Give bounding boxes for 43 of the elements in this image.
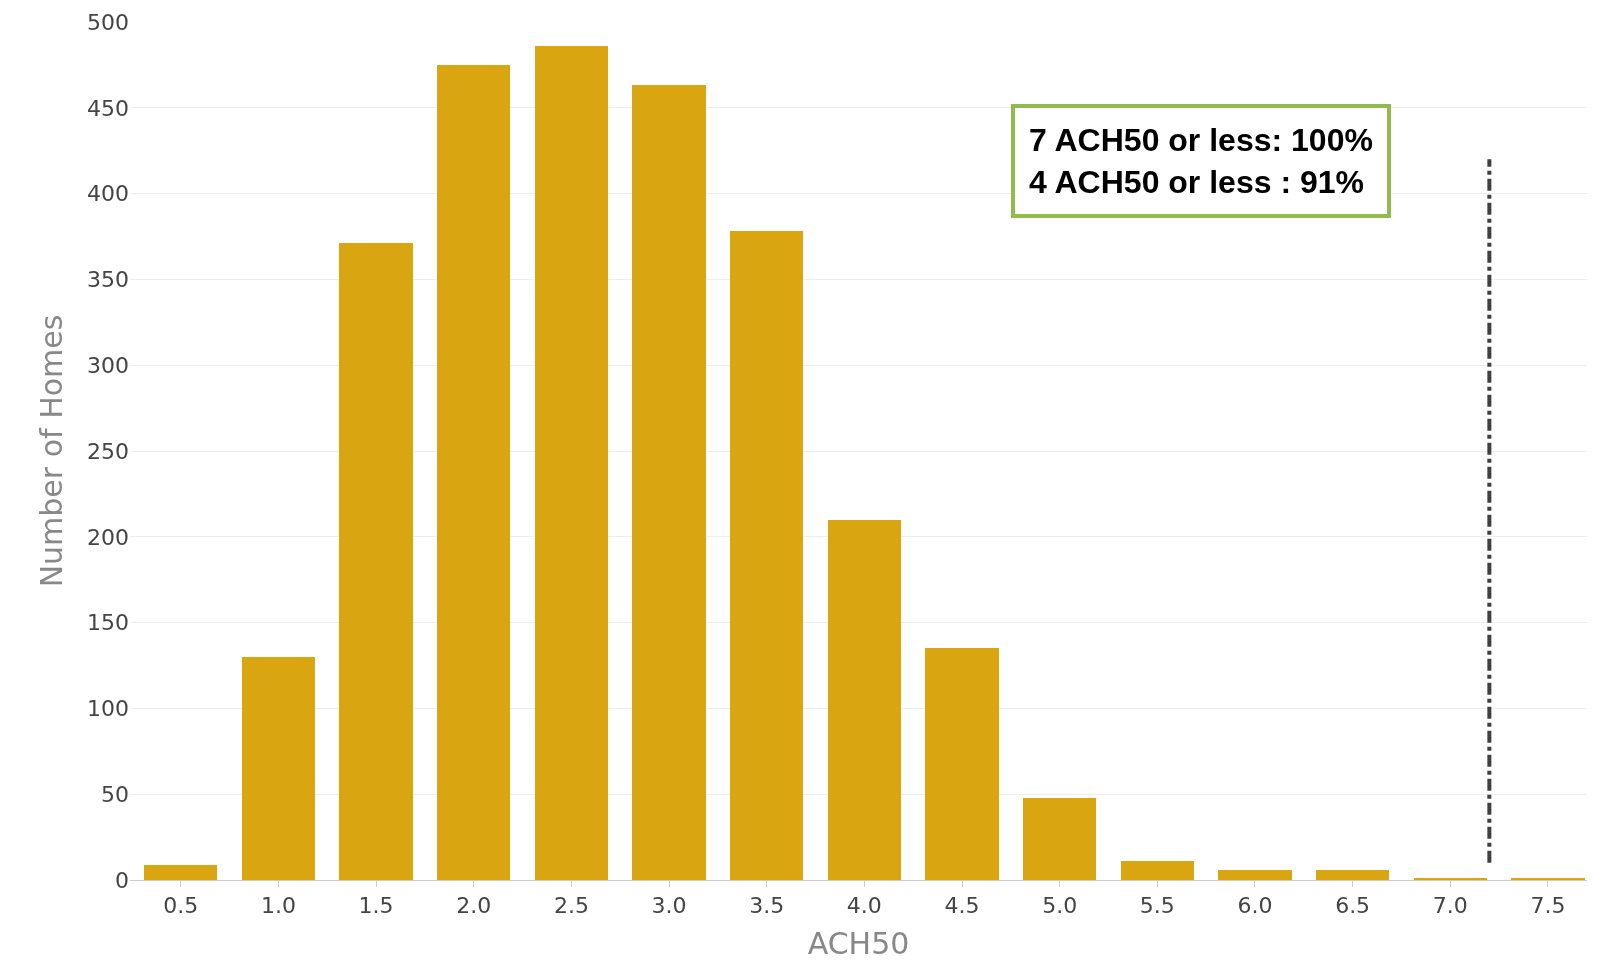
y-tick-label: 200	[87, 524, 129, 550]
x-tick-label: 4.5	[944, 893, 980, 919]
bar	[437, 65, 510, 880]
bar	[1316, 870, 1389, 880]
y-axis-title: Number of Homes	[34, 314, 69, 588]
x-tick-label: 3.5	[749, 893, 785, 919]
bar	[1121, 861, 1194, 880]
x-tick-label: 4.0	[846, 893, 882, 919]
annotation: 4 ACH50 or less : 91%	[1029, 163, 1364, 200]
x-tick-label: 1.5	[358, 893, 394, 919]
y-tick-label: 100	[87, 696, 129, 722]
bar	[1023, 798, 1096, 880]
x-tick-label: 1.0	[260, 893, 296, 919]
x-tick-label: 0.5	[163, 893, 199, 919]
bar	[925, 648, 999, 880]
bar	[730, 231, 803, 880]
y-tick-label: 500	[87, 9, 129, 35]
bar	[242, 657, 315, 880]
annotation: 7 ACH50 or less: 100%	[1029, 122, 1373, 158]
bar	[144, 865, 217, 880]
y-tick-label: 0	[115, 867, 129, 893]
x-tick-label: 3.0	[651, 893, 687, 919]
y-tick-label: 250	[87, 438, 129, 464]
x-tick-label: 6.5	[1335, 893, 1371, 919]
y-tick-label: 150	[87, 610, 129, 636]
x-axis-title: ACH50	[807, 925, 910, 961]
x-tick-label: 5.5	[1139, 893, 1175, 919]
y-tick-label: 300	[87, 352, 129, 378]
bar	[535, 46, 608, 880]
y-tick-label: 50	[101, 781, 129, 807]
x-tick-label: 2.0	[456, 893, 492, 919]
y-tick-label: 400	[87, 181, 129, 207]
x-tick-label: 5.0	[1042, 893, 1078, 919]
x-tick-label: 2.5	[553, 893, 589, 919]
bar	[632, 85, 706, 880]
y-tick-label: 350	[87, 267, 129, 293]
bar	[339, 243, 413, 880]
bar	[828, 520, 901, 880]
y-tick-label: 450	[87, 95, 129, 121]
x-tick-label: 6.0	[1237, 893, 1273, 919]
bar	[1218, 870, 1292, 880]
x-tick-label: 7.0	[1432, 893, 1468, 919]
x-tick-label: 7.5	[1530, 893, 1566, 919]
